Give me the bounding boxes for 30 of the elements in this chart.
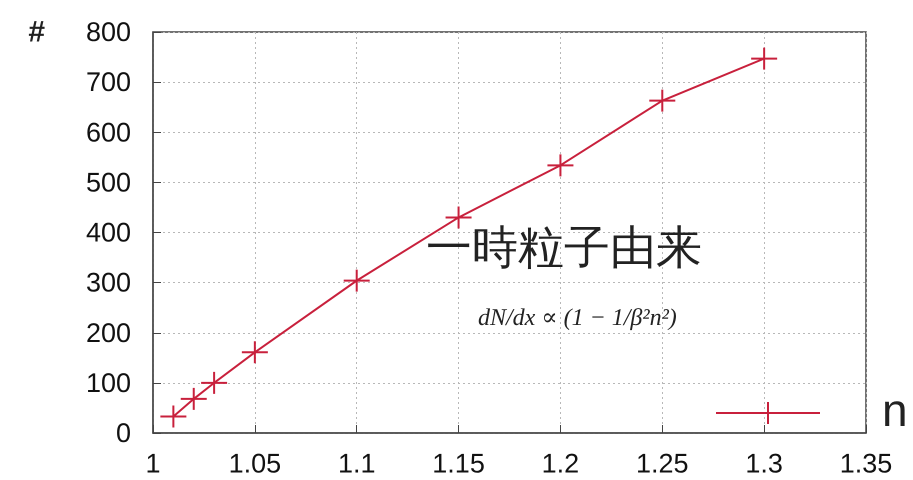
point	[201, 372, 228, 394]
y-tick-label: 300	[86, 268, 131, 298]
point	[446, 206, 472, 228]
y-tick-label: 100	[86, 368, 131, 398]
x-axis-title: n	[882, 384, 908, 436]
x-tick-label: 1.25	[636, 448, 689, 478]
x-tick-label: 1.15	[432, 448, 485, 478]
x-tick-label: 1.1	[338, 448, 376, 478]
y-tick-label: 500	[86, 167, 131, 198]
point	[649, 90, 676, 112]
x-tick-label: 1.2	[542, 448, 580, 478]
point	[751, 48, 778, 70]
y-axis-title: #	[28, 16, 46, 48]
annotation: 一時粒子由来	[426, 220, 702, 274]
y-tick-label: 200	[86, 318, 131, 348]
x-tick-label: 1.3	[745, 448, 783, 478]
point	[547, 154, 574, 176]
y-tick-label: 600	[86, 117, 131, 148]
x-tick-label: 1.05	[228, 448, 282, 478]
y-tick-label: 700	[86, 67, 131, 98]
x-tick-label: 1.35	[840, 448, 892, 478]
point	[242, 341, 268, 364]
point	[160, 405, 186, 428]
y-tick-label: 800	[86, 17, 131, 47]
point	[344, 270, 370, 292]
y-tick-label: 0	[116, 418, 131, 448]
y-tick-label: 400	[86, 218, 131, 248]
point	[180, 388, 207, 410]
annotation: dN/dx ∝ (1 − 1/β²n²)	[478, 305, 677, 331]
x-tick-label: 1	[145, 448, 161, 478]
